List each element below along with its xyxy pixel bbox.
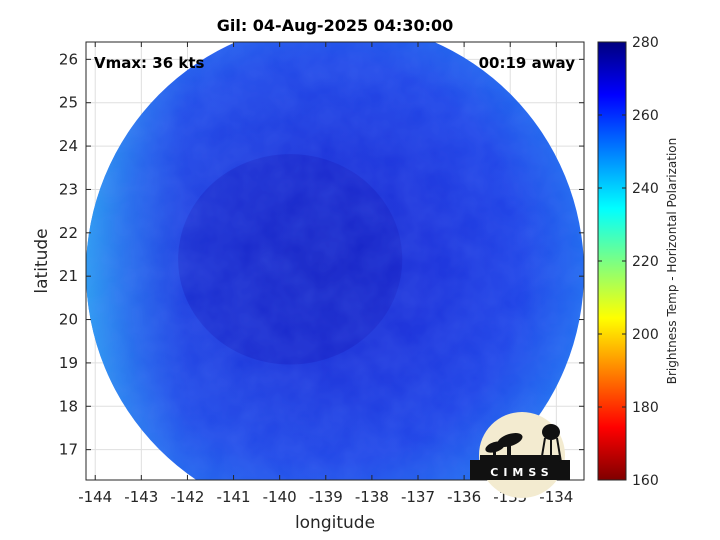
colorbar-tick-label: 160 <box>632 473 659 489</box>
colorbar-tick-label: 240 <box>632 181 659 197</box>
colorbar-tick-label: 200 <box>632 327 659 343</box>
x-axis-label: longitude <box>295 513 375 533</box>
y-axis-label: latitude <box>32 228 52 293</box>
x-tick-label: -142 <box>170 488 204 506</box>
colorbar <box>597 41 627 481</box>
y-axis-ticks: 17 18 19 20 21 22 23 24 25 26 <box>59 50 584 459</box>
x-tick-label: -141 <box>217 488 251 506</box>
colorbar-label: Brightness Temp - Horizontal Polarizatio… <box>665 138 679 385</box>
brightness-temp-field <box>86 42 584 480</box>
x-tick-label: -140 <box>263 488 297 506</box>
colorbar-tick-label: 260 <box>632 108 659 124</box>
vmax-annotation: Vmax: 36 kts <box>94 54 204 72</box>
y-tick-label: 23 <box>59 180 78 198</box>
colorbar-tick-label: 220 <box>632 254 659 270</box>
x-tick-label: -144 <box>78 488 112 506</box>
colorbar-ticks: 160 180 200 220 240 260 280 <box>598 35 659 489</box>
x-tick-label: -136 <box>447 488 481 506</box>
y-tick-label: 26 <box>59 50 78 68</box>
x-tick-label: -137 <box>401 488 435 506</box>
y-tick-label: 25 <box>59 94 78 112</box>
cimss-logo-text: CIMSS <box>490 466 553 479</box>
x-tick-label: -139 <box>309 488 343 506</box>
colorbar-tick-label: 180 <box>632 400 659 416</box>
colorbar-tick-label: 280 <box>632 35 659 51</box>
y-tick-label: 19 <box>59 354 78 372</box>
chart-title: Gil: 04-Aug-2025 04:30:00 <box>217 16 454 35</box>
field-texture <box>86 42 584 480</box>
cimss-logo: CIMSS <box>470 412 570 498</box>
y-tick-label: 22 <box>59 224 78 242</box>
y-tick-label: 21 <box>59 267 78 285</box>
y-tick-label: 18 <box>59 397 78 415</box>
y-tick-label: 20 <box>59 311 78 329</box>
x-tick-label: -138 <box>355 488 389 506</box>
axes-box <box>85 41 585 481</box>
x-tick-label: -143 <box>124 488 158 506</box>
x-tick-label: -134 <box>539 488 573 506</box>
y-tick-label: 24 <box>59 137 78 155</box>
time-offset-annotation: 00:19 away <box>479 54 576 72</box>
y-tick-label: 17 <box>59 441 78 459</box>
